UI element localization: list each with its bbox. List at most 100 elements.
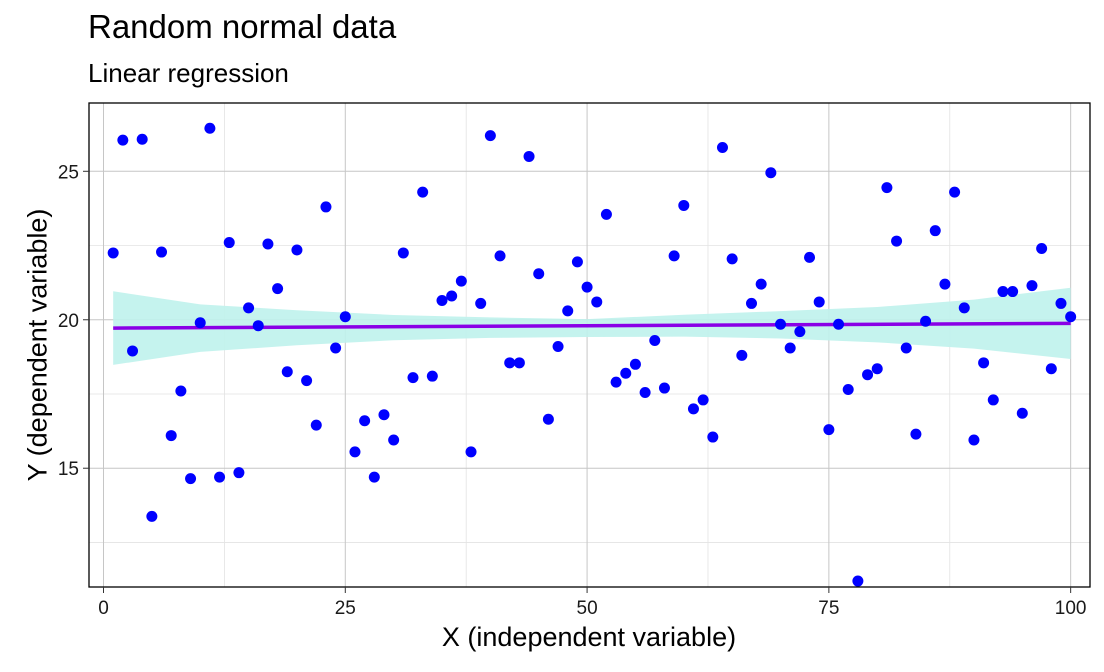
- data-point: [600, 208, 612, 220]
- data-point: [707, 431, 719, 443]
- data-point: [755, 278, 767, 290]
- regression-line: [113, 321, 1071, 330]
- data-point: [649, 335, 661, 347]
- data-point: [426, 370, 438, 382]
- x-tick-label: 0: [98, 598, 109, 619]
- data-point: [330, 342, 342, 354]
- data-point: [900, 342, 912, 354]
- data-point: [214, 471, 226, 483]
- data-point: [765, 167, 777, 179]
- data-point: [185, 473, 197, 485]
- data-point: [310, 419, 322, 431]
- data-point: [127, 345, 139, 357]
- data-point: [804, 251, 816, 263]
- data-point: [281, 366, 293, 378]
- data-point: [813, 296, 825, 308]
- data-point: [513, 357, 525, 369]
- data-point: [987, 394, 999, 406]
- data-point: [397, 247, 409, 259]
- data-point: [465, 446, 477, 458]
- data-point: [591, 296, 603, 308]
- data-point: [978, 357, 990, 369]
- data-point: [107, 247, 119, 259]
- data-point: [775, 318, 787, 330]
- data-point: [1065, 311, 1077, 323]
- data-point: [1045, 363, 1057, 375]
- minor-gridlines: [89, 103, 1090, 587]
- x-tick-label: 25: [335, 598, 356, 619]
- y-tick-label: 15: [58, 459, 79, 480]
- data-point: [494, 250, 506, 262]
- data-point: [736, 349, 748, 361]
- data-point: [794, 326, 806, 338]
- data-point: [359, 415, 371, 427]
- data-point: [542, 413, 554, 425]
- data-point: [910, 428, 922, 440]
- data-point: [939, 278, 951, 290]
- plot-border: [88, 102, 1091, 588]
- data-point: [436, 294, 448, 306]
- data-point: [871, 363, 883, 375]
- data-point: [658, 382, 670, 394]
- data-point: [523, 150, 535, 162]
- data-point: [446, 290, 458, 302]
- data-point: [146, 510, 158, 522]
- data-point: [620, 367, 632, 379]
- data-point: [117, 134, 129, 146]
- data-point: [639, 387, 651, 399]
- data-point: [320, 201, 332, 213]
- data-point: [881, 182, 893, 194]
- data-point: [1055, 297, 1067, 309]
- data-point: [823, 424, 835, 436]
- chart-title: Random normal data: [88, 8, 397, 45]
- data-point: [175, 385, 187, 397]
- data-point: [252, 320, 264, 332]
- data-point: [997, 286, 1009, 298]
- data-point: [136, 133, 148, 145]
- data-point: [165, 430, 177, 442]
- data-point: [204, 122, 216, 134]
- data-point: [862, 369, 874, 381]
- data-point: [301, 375, 313, 387]
- chart-subtitle: Linear regression: [88, 58, 289, 88]
- data-point: [233, 467, 245, 479]
- data-point: [726, 253, 738, 265]
- data-point: [262, 238, 274, 250]
- data-point: [194, 317, 206, 329]
- data-point: [533, 268, 545, 280]
- data-point: [687, 403, 699, 415]
- data-point: [388, 434, 400, 446]
- data-point: [417, 186, 429, 198]
- data-point: [610, 376, 622, 388]
- data-point: [339, 311, 351, 323]
- data-point: [968, 434, 980, 446]
- x-tick-label: 100: [1055, 598, 1087, 619]
- data-point: [678, 199, 690, 211]
- data-point: [581, 281, 593, 293]
- data-point: [368, 471, 380, 483]
- data-point: [716, 142, 728, 154]
- y-axis-label: Y (dependent variable): [22, 208, 53, 482]
- data-point: [504, 357, 516, 369]
- data-point: [156, 246, 168, 258]
- x-axis-label: X (independent variable): [441, 622, 737, 652]
- data-point: [842, 384, 854, 396]
- data-point: [562, 305, 574, 317]
- data-point: [484, 130, 496, 142]
- data-point: [852, 575, 864, 587]
- y-tick-label: 25: [58, 162, 79, 183]
- data-point: [223, 237, 235, 249]
- data-point: [1036, 242, 1048, 254]
- data-point: [571, 256, 583, 268]
- data-point: [891, 235, 903, 247]
- data-point: [349, 446, 361, 458]
- x-axis-ticks: 0 25 50 75 100: [98, 587, 1087, 619]
- y-axis-ticks: 15 20 25: [58, 162, 89, 480]
- data-point: [929, 225, 941, 237]
- x-tick-label: 75: [818, 598, 839, 619]
- data-point: [272, 283, 284, 295]
- data-point: [1026, 280, 1038, 292]
- data-point: [920, 315, 932, 327]
- data-point: [1016, 407, 1028, 419]
- data-point: [407, 372, 419, 384]
